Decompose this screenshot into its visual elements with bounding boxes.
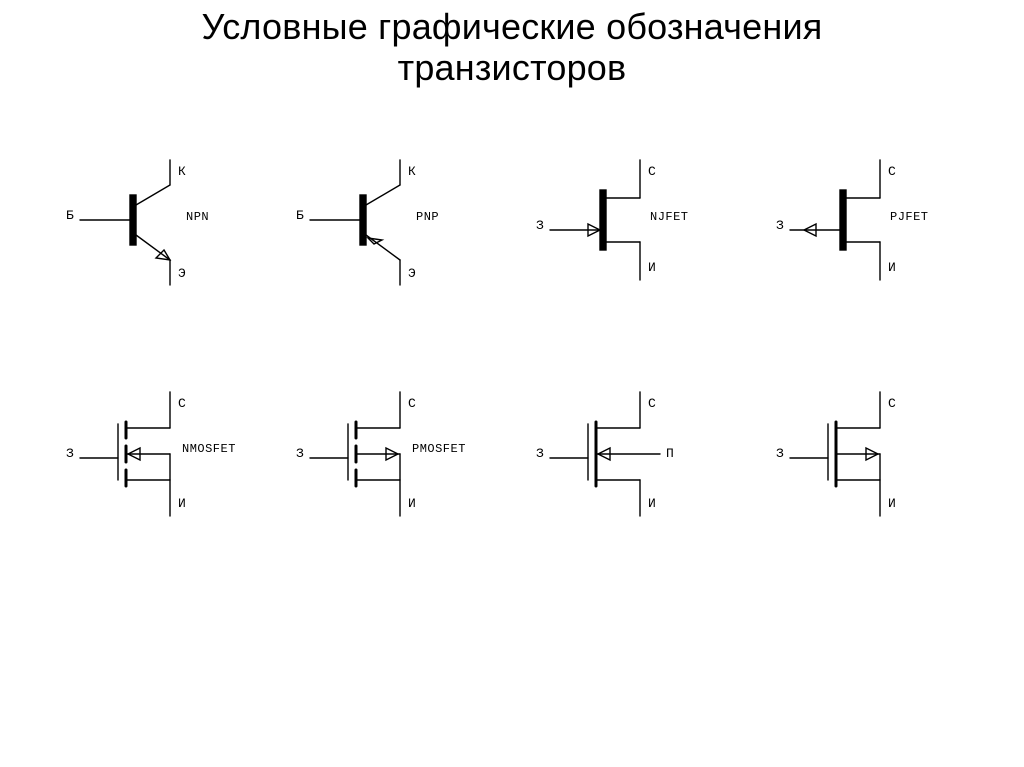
mos-dep-p-symbol bbox=[770, 380, 990, 540]
diagram-pmosfet: З С И PMOSFET bbox=[290, 380, 510, 540]
pnp-symbol bbox=[290, 150, 510, 310]
nmosfet-pin-gate: З bbox=[66, 446, 74, 461]
nmosfet-symbol bbox=[60, 380, 280, 540]
pjfet-pin-source: И bbox=[888, 260, 896, 275]
npn-symbol bbox=[60, 150, 280, 310]
diagram-npn: Б К Э NPN bbox=[60, 150, 280, 310]
pmosfet-type-label: PMOSFET bbox=[412, 442, 466, 456]
nmosfet-pin-drain: С bbox=[178, 396, 186, 411]
diagram-mos-dep-p: З С И bbox=[770, 380, 990, 540]
pmosfet-symbol bbox=[290, 380, 510, 540]
mosdep-p-pin-source: И bbox=[888, 496, 896, 511]
pnp-pin-emitter: Э bbox=[408, 266, 416, 281]
title-line-2: транзисторов bbox=[398, 47, 627, 88]
npn-pin-base: Б bbox=[66, 208, 74, 223]
mosdep-p-pin-drain: С bbox=[888, 396, 896, 411]
njfet-pin-source: И bbox=[648, 260, 656, 275]
npn-pin-emitter: Э bbox=[178, 266, 186, 281]
pmosfet-pin-gate: З bbox=[296, 446, 304, 461]
pjfet-type-label: PJFET bbox=[890, 210, 929, 224]
nmosfet-type-label: NMOSFET bbox=[182, 442, 236, 456]
njfet-pin-gate: З bbox=[536, 218, 544, 233]
pnp-type-label: PNP bbox=[416, 210, 439, 224]
mosdep-p-pin-gate: З bbox=[776, 446, 784, 461]
pnp-pin-collector: К bbox=[408, 164, 416, 179]
diagram-nmosfet: З С И NMOSFET bbox=[60, 380, 280, 540]
pmosfet-pin-source: И bbox=[408, 496, 416, 511]
diagram-mos-dep-n: З С П И bbox=[530, 380, 750, 540]
nmosfet-pin-source: И bbox=[178, 496, 186, 511]
mosdep-n-pin-drain: С bbox=[648, 396, 656, 411]
mosdep-n-pin-substrate: П bbox=[666, 446, 674, 461]
diagram-njfet: З С И NJFET bbox=[530, 150, 750, 310]
pnp-pin-base: Б bbox=[296, 208, 304, 223]
pmosfet-pin-drain: С bbox=[408, 396, 416, 411]
diagram-pnp: Б К Э PNP bbox=[290, 150, 510, 310]
mos-dep-n-symbol bbox=[530, 380, 750, 540]
njfet-type-label: NJFET bbox=[650, 210, 689, 224]
njfet-symbol bbox=[530, 150, 750, 310]
title-line-1: Условные графические обозначения bbox=[202, 6, 823, 47]
njfet-pin-drain: С bbox=[648, 164, 656, 179]
pjfet-symbol bbox=[770, 150, 990, 310]
diagram-pjfet: З С И PJFET bbox=[770, 150, 990, 310]
page-title: Условные графические обозначения транзис… bbox=[0, 0, 1024, 89]
mosdep-n-pin-source: И bbox=[648, 496, 656, 511]
pjfet-pin-drain: С bbox=[888, 164, 896, 179]
npn-type-label: NPN bbox=[186, 210, 209, 224]
pjfet-pin-gate: З bbox=[776, 218, 784, 233]
mosdep-n-pin-gate: З bbox=[536, 446, 544, 461]
npn-pin-collector: К bbox=[178, 164, 186, 179]
